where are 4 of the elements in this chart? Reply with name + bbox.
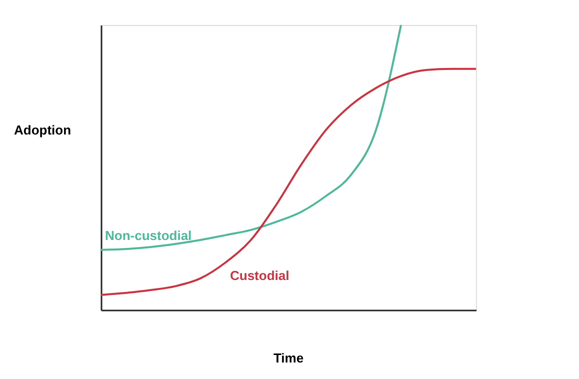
series-label: Non-custodial — [105, 228, 192, 243]
series-label: Custodial — [230, 268, 290, 284]
x-axis-title: Time — [273, 350, 304, 366]
y-axis-title: Adoption — [14, 122, 72, 138]
